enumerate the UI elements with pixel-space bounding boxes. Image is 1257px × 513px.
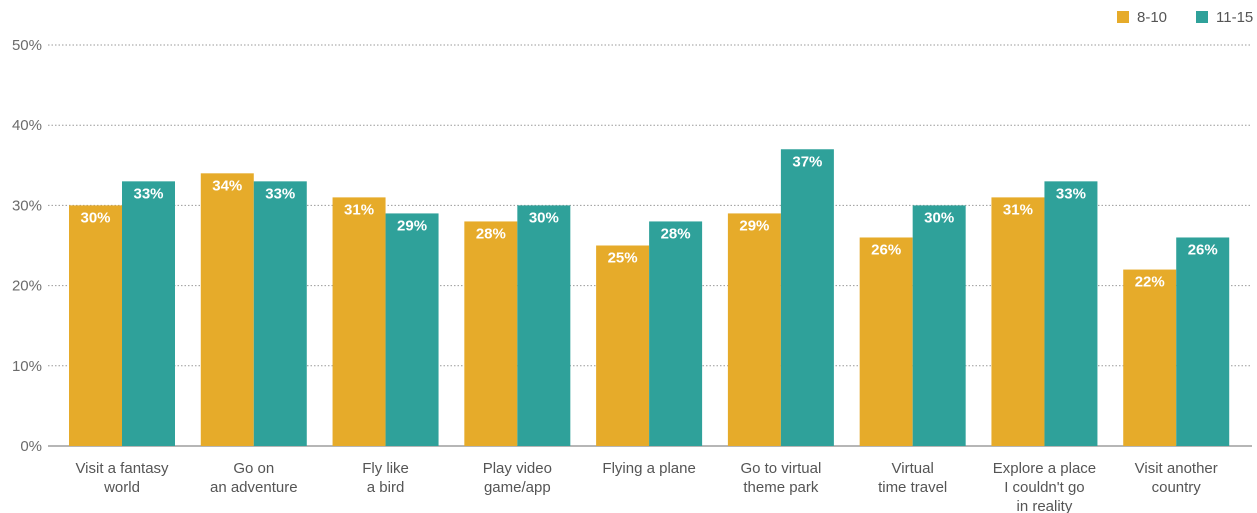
category-label: Virtual [892,460,934,477]
y-tick-label: 10% [12,358,42,375]
category-label: Go to virtual [740,460,821,477]
legend-label: 8-10 [1137,9,1167,26]
bar-value-label: 37% [792,153,822,170]
y-tick-label: 30% [12,197,42,214]
bar [332,197,386,446]
bar-value-label: 33% [265,185,295,202]
y-tick-label: 20% [12,278,42,295]
bar [912,205,966,446]
bar [991,197,1045,446]
bar-value-label: 29% [739,217,769,234]
legend-swatch [1196,11,1208,23]
y-tick-label: 40% [12,117,42,134]
bar [859,237,913,446]
bar-value-label: 30% [924,209,954,226]
legend: 8-10 11-15 [1117,9,1253,26]
bar-value-label: 30% [529,209,559,226]
bar [596,245,650,446]
category-label: Visit a fantasy [75,460,169,477]
bar [122,181,175,446]
category-label: Go on [233,460,274,477]
y-tick-label: 0% [20,438,42,455]
x-axis: Visit a fantasy world Go on an adventure Fly… [75,460,1217,513]
bar [385,213,439,446]
bar [464,221,518,446]
category-label: an adventure [210,479,298,496]
bar [727,213,781,446]
bar [1176,237,1230,446]
legend-label: 11-15 [1216,9,1253,26]
bars: 30% 33% 34% 33% 31% 29% 28% 30% 25% 28% 29% 37% 26% 3… [69,149,1230,446]
bar-value-label: 31% [1003,201,1033,218]
bar-value-label: 26% [1188,241,1218,258]
bar-value-label: 33% [133,185,163,202]
category-label: Fly like [362,460,409,477]
category-label: Play video [483,460,552,477]
bar [69,205,122,446]
category-label: country [1152,479,1202,496]
bar-value-label: 34% [212,177,242,194]
bar [1123,269,1177,446]
bar [1044,181,1098,446]
bar-value-label: 22% [1135,274,1165,291]
category-label: in reality [1017,498,1073,513]
category-label: a bird [367,479,405,496]
bar-value-label: 30% [80,209,110,226]
bar-value-label: 28% [476,225,506,242]
legend-swatch [1117,11,1129,23]
bar-value-label: 29% [397,217,427,234]
category-label: I couldn't go [1004,479,1084,496]
bar [200,173,254,446]
bar-value-label: 33% [1056,185,1086,202]
y-tick-label: 50% [12,37,42,54]
bar-value-label: 28% [661,225,691,242]
bar-value-label: 31% [344,201,374,218]
category-label: time travel [878,479,947,496]
bar [649,221,703,446]
category-label: Visit another [1135,460,1218,477]
category-label: theme park [743,479,819,496]
category-label: Explore a place [993,460,1096,477]
bar [253,181,307,446]
bar [517,205,571,446]
bar-value-label: 26% [871,241,901,258]
category-label: game/app [484,479,551,496]
category-label: Flying a plane [602,460,695,477]
bar-value-label: 25% [608,250,638,267]
category-label: world [103,479,140,496]
bar [780,149,834,446]
